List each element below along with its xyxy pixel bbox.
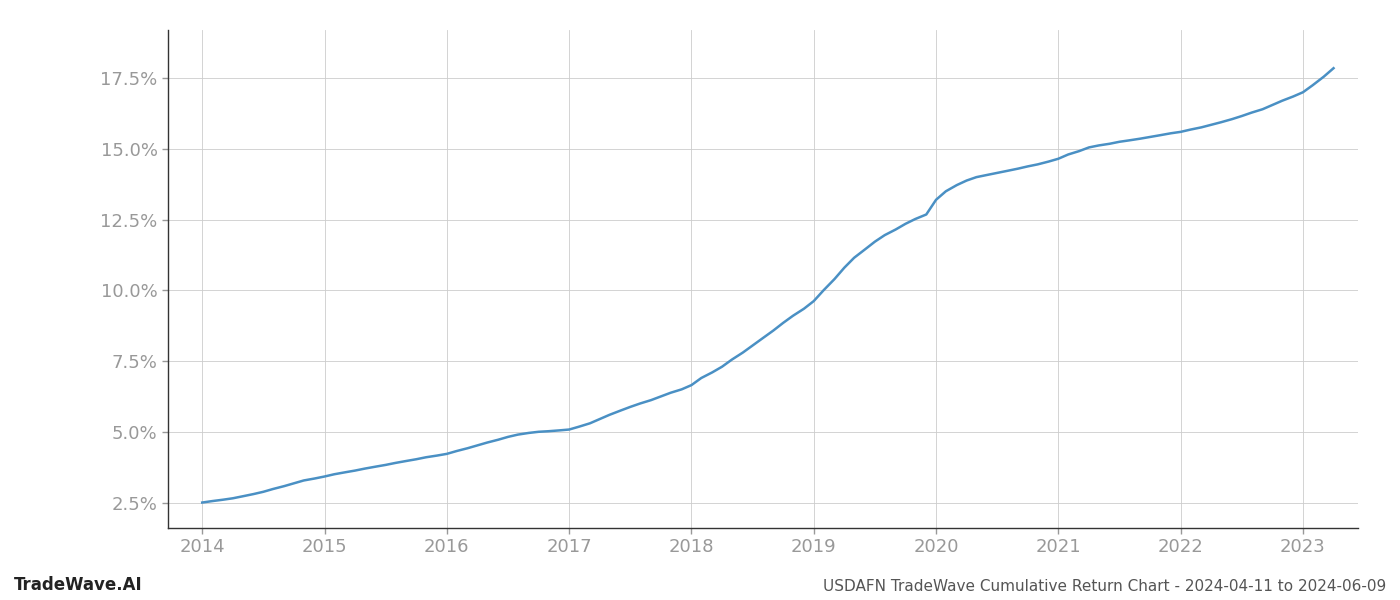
Text: USDAFN TradeWave Cumulative Return Chart - 2024-04-11 to 2024-06-09: USDAFN TradeWave Cumulative Return Chart… [823, 579, 1386, 594]
Text: TradeWave.AI: TradeWave.AI [14, 576, 143, 594]
